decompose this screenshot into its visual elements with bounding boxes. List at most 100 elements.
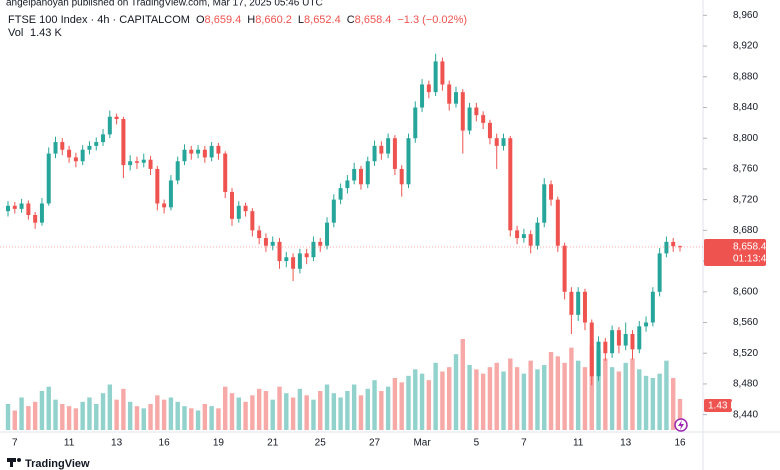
volume-bar	[189, 408, 194, 430]
candle-body	[33, 215, 38, 223]
volume-bar	[508, 358, 513, 430]
volume-bar	[379, 391, 384, 430]
candle-body	[596, 341, 601, 377]
x-tick-label: 11	[64, 438, 75, 449]
volume-bar	[575, 360, 581, 430]
candle-body	[447, 84, 452, 104]
candle-body	[216, 145, 221, 154]
candle-body	[311, 241, 316, 258]
candle-body	[155, 168, 160, 204]
candle-body	[325, 222, 330, 246]
legend-item: −1.3 (−0.02%)	[397, 14, 467, 26]
volume-bar	[175, 401, 180, 430]
candle-body	[528, 234, 533, 246]
volume-bar	[603, 358, 608, 430]
volume-bar	[630, 358, 635, 430]
volume-bar	[243, 401, 248, 430]
volume-bar	[453, 354, 459, 430]
candle-body	[555, 199, 560, 246]
candle-body	[365, 161, 370, 185]
candle-body	[6, 205, 10, 212]
tv-logo	[7, 458, 21, 467]
volume-bar	[467, 365, 472, 430]
volume-bar	[168, 397, 174, 430]
volume-bar	[616, 371, 622, 430]
volume-bar	[60, 404, 65, 430]
legend-title: FTSE 100 Index · 4h · CAPITALCOM	[8, 14, 190, 26]
candle-body	[148, 159, 153, 169]
y-tick-label: 8,880	[733, 71, 758, 82]
x-tick-label: 5	[474, 438, 480, 449]
candle-body	[101, 134, 106, 143]
candle-body	[284, 257, 289, 262]
volume-bar	[277, 386, 282, 430]
legend-item: C	[347, 14, 355, 26]
volume-bar	[134, 406, 140, 430]
volume-bar	[32, 401, 38, 430]
volume-bar	[311, 399, 316, 430]
volume-bar	[87, 397, 92, 430]
x-tick-label: 16	[159, 438, 171, 449]
candle-body	[141, 159, 146, 163]
x-tick-label: 27	[369, 438, 381, 449]
logo-shape	[10, 458, 13, 467]
legend: FTSE 100 Index · 4h · CAPITALCOM O8,659.4…	[8, 14, 467, 26]
candle-body	[481, 115, 486, 123]
volume-bar	[596, 349, 601, 430]
x-tick-label: 11	[573, 438, 584, 449]
candle-body	[60, 142, 65, 150]
candle-body	[549, 184, 554, 200]
volume-bar	[304, 395, 309, 430]
volume-bar	[202, 404, 208, 430]
y-tick-label: 8,760	[733, 164, 758, 175]
candle-body	[515, 230, 520, 239]
volume-bar	[53, 399, 58, 430]
volume-bar	[365, 388, 370, 430]
volume-bar	[100, 393, 106, 430]
x-tick-label: 16	[674, 438, 686, 449]
volume-bar	[399, 382, 404, 430]
y-tick-label: 8,560	[733, 317, 758, 328]
candle-body	[589, 322, 594, 377]
volume-bar	[223, 386, 228, 430]
volume-bar	[535, 369, 540, 430]
volume-bar	[127, 401, 133, 430]
volume-bar	[406, 375, 411, 430]
volume-bar	[195, 410, 201, 430]
legend-item: L	[298, 14, 304, 26]
candle-body	[291, 257, 296, 269]
candle-body	[392, 138, 397, 169]
candle-body	[168, 180, 173, 208]
x-tick-label: 7	[12, 438, 18, 449]
volume-bar	[216, 408, 221, 430]
volume-bar	[440, 371, 445, 430]
volume-bar	[12, 410, 17, 430]
volume-bar	[73, 408, 79, 430]
candle-body	[107, 116, 112, 135]
candle-body	[399, 168, 404, 185]
candle-body	[426, 84, 431, 93]
legend-item: O	[196, 14, 205, 26]
candle-body	[460, 92, 465, 131]
logo-shape	[17, 458, 21, 462]
volume-bar	[66, 406, 72, 430]
volume-bar	[114, 399, 119, 430]
volume-bar	[182, 406, 187, 430]
candle-body	[644, 322, 649, 327]
candle-body	[73, 157, 78, 162]
x-tick-label: 13	[111, 438, 123, 449]
candle-body	[494, 138, 499, 146]
candle-body	[576, 291, 581, 315]
candle-body	[623, 334, 628, 346]
volume-bar	[609, 367, 615, 430]
x-tick-label: 13	[620, 438, 632, 449]
volume-bar	[447, 367, 452, 430]
candle-body	[637, 326, 642, 350]
volume-bar	[26, 406, 31, 430]
volume-bar	[297, 388, 303, 430]
candle-body	[121, 119, 126, 166]
candle-body	[420, 84, 425, 108]
candle-body	[352, 168, 357, 181]
volume-bar	[413, 369, 418, 430]
